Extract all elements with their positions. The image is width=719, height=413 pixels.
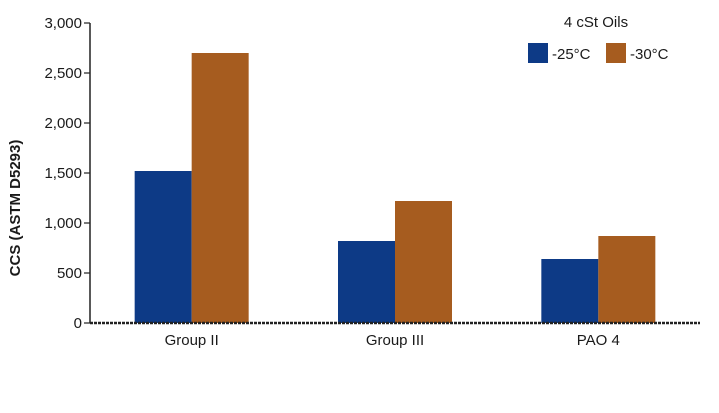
x-tick-label: PAO 4 xyxy=(577,332,620,349)
legend-title: 4 cSt Oils xyxy=(564,14,628,31)
bar xyxy=(541,259,599,323)
legend-swatch xyxy=(606,43,626,63)
legend-label: -30°C xyxy=(630,46,669,63)
y-tick-label: 2,500 xyxy=(44,65,82,82)
y-tick-label: 3,000 xyxy=(44,15,82,32)
y-tick-label: 1,500 xyxy=(44,165,82,182)
legend-label: -25°C xyxy=(552,46,591,63)
legend: 4 cSt Oils -25°C -30°C xyxy=(528,14,669,63)
bar xyxy=(134,171,192,323)
bar xyxy=(338,241,395,323)
x-axis: Group II Group III PAO 4 xyxy=(90,321,700,349)
y-tick-label: 0 xyxy=(74,315,82,332)
y-axis-label: CCS (ASTM D5293) xyxy=(7,140,24,277)
y-tick-label: 500 xyxy=(57,265,82,282)
legend-swatch xyxy=(528,43,548,63)
bar xyxy=(395,201,452,323)
x-tick-label: Group III xyxy=(366,332,424,349)
y-axis: 0 500 1,000 1,500 2,000 2,500 3,000 xyxy=(44,15,91,332)
bar xyxy=(598,236,656,323)
bar xyxy=(191,53,249,323)
bars xyxy=(134,53,656,323)
y-tick-label: 1,000 xyxy=(44,215,82,232)
y-tick-label: 2,000 xyxy=(44,115,82,132)
x-tick-label: Group II xyxy=(165,332,219,349)
